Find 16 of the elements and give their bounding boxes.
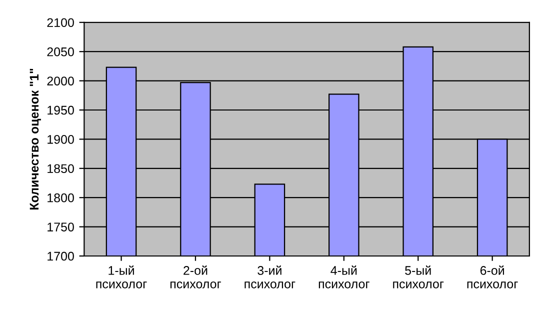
x-tick-label: 5-ый психолог xyxy=(393,266,444,288)
y-tick-label: 1800 xyxy=(48,193,74,202)
y-tick-label: 2000 xyxy=(47,76,74,86)
x-tick-label: 1-ый психолог xyxy=(96,266,147,288)
x-tick-label: 2-ой психолог xyxy=(170,266,221,288)
y-tick-label: 2100 xyxy=(47,18,74,28)
y-tick-label: 1900 xyxy=(48,135,74,144)
y-tick-label: 1950 xyxy=(48,106,74,115)
x-tick-label: 3-ий психолог xyxy=(244,266,296,288)
x-tick-label: 6-ой психолог xyxy=(467,266,518,288)
y-tick-label: 1700 xyxy=(48,252,74,261)
y-tick-label: 1750 xyxy=(48,222,74,232)
x-tick-label: 4-ый психолог xyxy=(318,266,370,288)
y-axis-title: Количество оценок "1" xyxy=(30,68,41,210)
y-tick-label: 1850 xyxy=(48,164,74,174)
y-tick-label: 2050 xyxy=(47,47,74,56)
